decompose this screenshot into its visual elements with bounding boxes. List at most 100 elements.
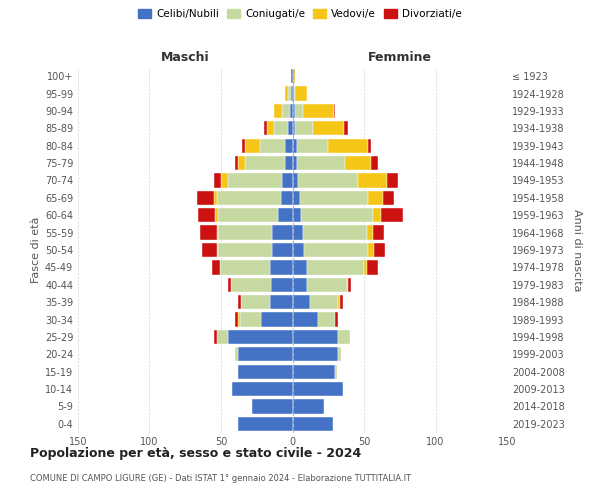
Bar bbox=[338, 347, 341, 362]
Bar bbox=[271, 278, 293, 292]
Bar bbox=[346, 156, 371, 170]
Bar bbox=[212, 260, 220, 274]
Bar bbox=[335, 312, 338, 326]
Bar bbox=[299, 190, 368, 205]
Bar bbox=[214, 190, 217, 205]
Bar bbox=[235, 312, 238, 326]
Bar bbox=[294, 86, 295, 101]
Bar bbox=[293, 156, 297, 170]
Bar bbox=[214, 330, 217, 344]
Bar bbox=[283, 104, 290, 118]
Bar bbox=[373, 208, 381, 222]
Bar bbox=[198, 208, 215, 222]
Bar bbox=[347, 278, 348, 292]
Bar bbox=[293, 104, 295, 118]
Text: Maschi: Maschi bbox=[161, 51, 209, 64]
Bar bbox=[291, 69, 293, 84]
Bar bbox=[293, 347, 338, 362]
Bar bbox=[295, 121, 313, 136]
Bar bbox=[364, 260, 367, 274]
Bar bbox=[235, 156, 238, 170]
Bar bbox=[293, 416, 332, 431]
Bar bbox=[218, 243, 272, 257]
Bar bbox=[383, 190, 394, 205]
Bar bbox=[328, 138, 368, 153]
Bar bbox=[334, 104, 335, 118]
Bar bbox=[298, 174, 358, 188]
Bar bbox=[307, 260, 364, 274]
Bar bbox=[295, 86, 307, 101]
Bar bbox=[293, 190, 299, 205]
Bar bbox=[293, 121, 295, 136]
Bar bbox=[202, 243, 217, 257]
Bar bbox=[218, 208, 278, 222]
Bar bbox=[338, 295, 340, 310]
Bar bbox=[293, 208, 301, 222]
Bar bbox=[286, 156, 293, 170]
Bar bbox=[239, 312, 261, 326]
Y-axis label: Fasce di età: Fasce di età bbox=[31, 217, 41, 283]
Bar bbox=[238, 295, 241, 310]
Bar bbox=[288, 86, 291, 101]
Bar bbox=[313, 121, 344, 136]
Bar bbox=[293, 364, 335, 379]
Bar bbox=[304, 243, 368, 257]
Bar bbox=[387, 174, 398, 188]
Bar bbox=[374, 243, 385, 257]
Bar bbox=[358, 174, 387, 188]
Bar bbox=[269, 295, 293, 310]
Bar bbox=[368, 243, 374, 257]
Bar bbox=[264, 121, 267, 136]
Bar bbox=[368, 190, 383, 205]
Bar bbox=[245, 156, 286, 170]
Bar bbox=[261, 312, 293, 326]
Bar bbox=[260, 138, 286, 153]
Bar bbox=[373, 226, 384, 239]
Bar bbox=[253, 400, 293, 413]
Text: COMUNE DI CAMPO LIGURE (GE) - Dati ISTAT 1° gennaio 2024 - Elaborazione TUTTITAL: COMUNE DI CAMPO LIGURE (GE) - Dati ISTAT… bbox=[30, 474, 411, 483]
Bar bbox=[197, 190, 214, 205]
Bar bbox=[302, 226, 367, 239]
Bar bbox=[238, 347, 293, 362]
Bar bbox=[274, 121, 288, 136]
Bar bbox=[218, 226, 272, 239]
Bar bbox=[288, 121, 293, 136]
Bar bbox=[228, 278, 231, 292]
Bar bbox=[283, 174, 293, 188]
Bar bbox=[217, 243, 218, 257]
Bar bbox=[293, 400, 324, 413]
Bar bbox=[228, 330, 293, 344]
Bar bbox=[293, 330, 338, 344]
Bar bbox=[231, 278, 271, 292]
Bar bbox=[318, 312, 335, 326]
Bar bbox=[293, 295, 310, 310]
Bar bbox=[200, 226, 217, 239]
Bar bbox=[217, 330, 228, 344]
Bar bbox=[228, 174, 283, 188]
Bar bbox=[368, 138, 371, 153]
Bar bbox=[267, 121, 274, 136]
Bar bbox=[381, 208, 403, 222]
Bar bbox=[272, 243, 293, 257]
Bar bbox=[215, 208, 218, 222]
Bar bbox=[232, 382, 293, 396]
Bar bbox=[348, 278, 351, 292]
Text: Femmine: Femmine bbox=[368, 51, 432, 64]
Bar bbox=[297, 156, 346, 170]
Bar bbox=[301, 208, 373, 222]
Bar bbox=[221, 174, 228, 188]
Bar bbox=[293, 174, 298, 188]
Bar bbox=[371, 156, 379, 170]
Bar bbox=[286, 138, 293, 153]
Bar bbox=[310, 295, 338, 310]
Bar bbox=[340, 295, 343, 310]
Bar bbox=[238, 416, 293, 431]
Bar bbox=[293, 278, 307, 292]
Bar bbox=[217, 190, 281, 205]
Bar bbox=[238, 312, 239, 326]
Bar bbox=[291, 86, 293, 101]
Bar bbox=[307, 278, 347, 292]
Bar bbox=[367, 260, 379, 274]
Bar bbox=[344, 121, 348, 136]
Bar bbox=[286, 86, 288, 101]
